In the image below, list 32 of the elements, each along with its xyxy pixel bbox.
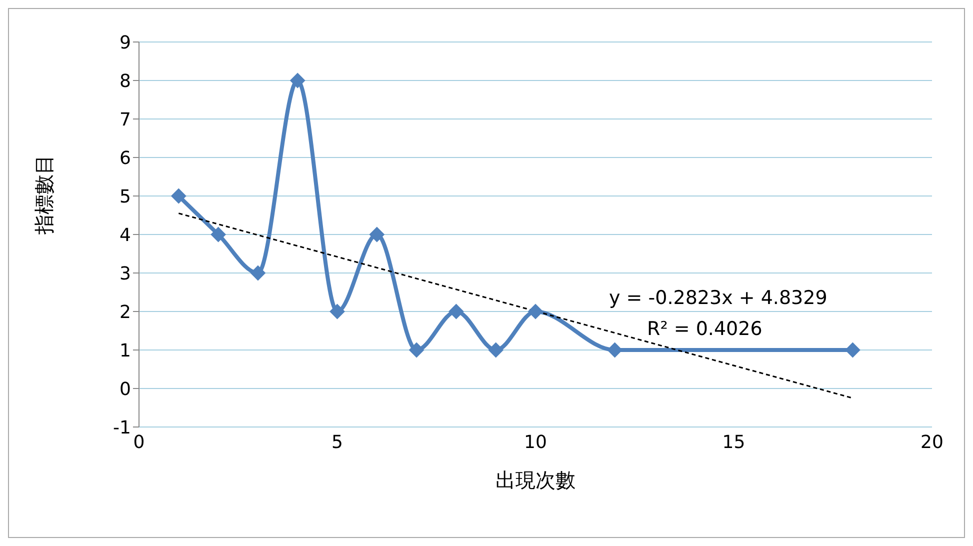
y-tick-label: 5 [120, 186, 131, 208]
y-tick-label: 4 [120, 224, 131, 246]
point [330, 304, 345, 319]
point [528, 304, 543, 319]
x-tick-label: 10 [524, 432, 547, 453]
y-axis-title: 指標數目 [32, 154, 56, 236]
y-tick-label: 1 [120, 340, 131, 362]
y-tick-label: 3 [120, 263, 131, 284]
point [607, 342, 622, 358]
point [171, 188, 186, 204]
x-tick-label: 15 [722, 432, 746, 453]
y-tick-label: 2 [120, 302, 131, 323]
annotation: y = -0.2823x + 4.8329 [609, 287, 828, 309]
point [845, 342, 860, 358]
y-tick-label: 6 [120, 148, 131, 169]
point [448, 304, 464, 319]
y-tick-label: 7 [120, 109, 131, 130]
y-tick-label: 8 [120, 70, 131, 92]
point [210, 227, 226, 242]
annotation: R² = 0.4026 [647, 318, 762, 340]
point [290, 73, 306, 88]
point [488, 342, 504, 358]
y-tick-label: -1 [113, 417, 131, 438]
y-tick-label: 0 [120, 378, 131, 400]
y-tick-label: 9 [120, 32, 131, 54]
x-tick-label: 5 [332, 432, 343, 453]
x-tick-label: 0 [133, 432, 145, 453]
point [409, 342, 424, 358]
point [369, 227, 384, 242]
x-axis-title: 出現次數 [496, 468, 576, 492]
x-tick-label: 20 [920, 432, 944, 453]
point [250, 266, 266, 280]
